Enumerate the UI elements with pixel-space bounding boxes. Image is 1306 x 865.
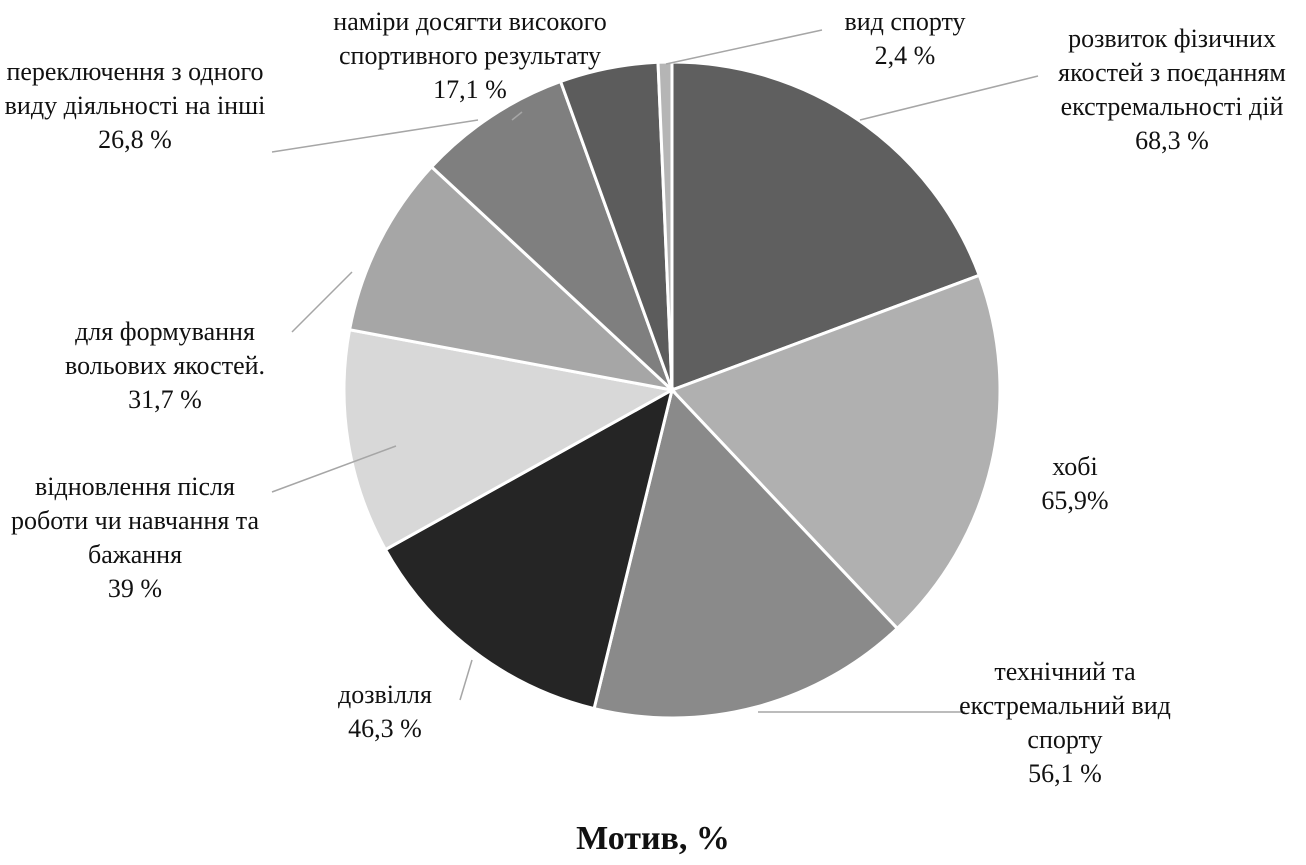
pie-slice — [592, 386, 900, 720]
value-label: 56,1 % — [1028, 759, 1102, 788]
leader-line — [271, 119, 479, 153]
slice-label: переключення з одного виду діяльності на… — [0, 55, 275, 157]
pie-slice — [670, 60, 982, 393]
category-label: дозвілля — [338, 680, 432, 709]
value-label: 26,8 % — [98, 125, 172, 154]
value-label: 2,4 % — [874, 41, 936, 70]
pie-slice — [347, 164, 677, 393]
slice-label: наміри досягти високого спортивного резу… — [290, 5, 650, 107]
leader-line — [511, 111, 523, 121]
pie-slice — [342, 327, 677, 552]
leader-line — [859, 75, 1039, 121]
slice-label: вид спорту 2,4 % — [795, 5, 1015, 73]
slice-label: розвиток фізичних якостей з поєданням ек… — [1047, 22, 1297, 158]
value-label: 31,7 % — [128, 385, 202, 414]
category-label: переключення з одного виду діяльності на… — [4, 57, 266, 120]
value-label: 17,1 % — [433, 75, 507, 104]
leader-line — [271, 445, 397, 493]
slice-label: для формування вольових якостей. 31,7 % — [25, 315, 305, 417]
slice-label: хобі 65,9% — [975, 450, 1175, 518]
value-label: 65,9% — [1041, 486, 1109, 515]
leader-line — [291, 271, 353, 333]
chart-title: Мотив, % — [576, 820, 730, 857]
category-label: для формування вольових якостей. — [64, 317, 266, 380]
category-label: відновлення після роботи чи навчання та … — [10, 472, 259, 569]
value-label: 39 % — [107, 574, 163, 603]
slice-label: технічний та екстремальний вид спорту 56,… — [945, 655, 1185, 791]
slice-label: відновлення після роботи чи навчання та … — [0, 470, 270, 606]
slice-label: дозвілля 46,3 % — [285, 678, 485, 746]
category-label: вид спорту — [844, 7, 966, 36]
pie-slice — [669, 273, 1002, 631]
pie-slice — [383, 387, 675, 711]
pie-slice — [429, 79, 674, 392]
leader-line — [665, 29, 823, 65]
category-label: технічний та екстремальний вид спорту — [959, 657, 1171, 754]
value-label: 46,3 % — [348, 714, 422, 743]
leader-line — [459, 659, 473, 701]
category-label: наміри досягти високого спортивного резу… — [333, 7, 607, 70]
category-label: хобі — [1052, 452, 1098, 481]
value-label: 68,3 % — [1135, 126, 1209, 155]
category-label: розвиток фізичних якостей з поєданням ек… — [1058, 24, 1286, 121]
